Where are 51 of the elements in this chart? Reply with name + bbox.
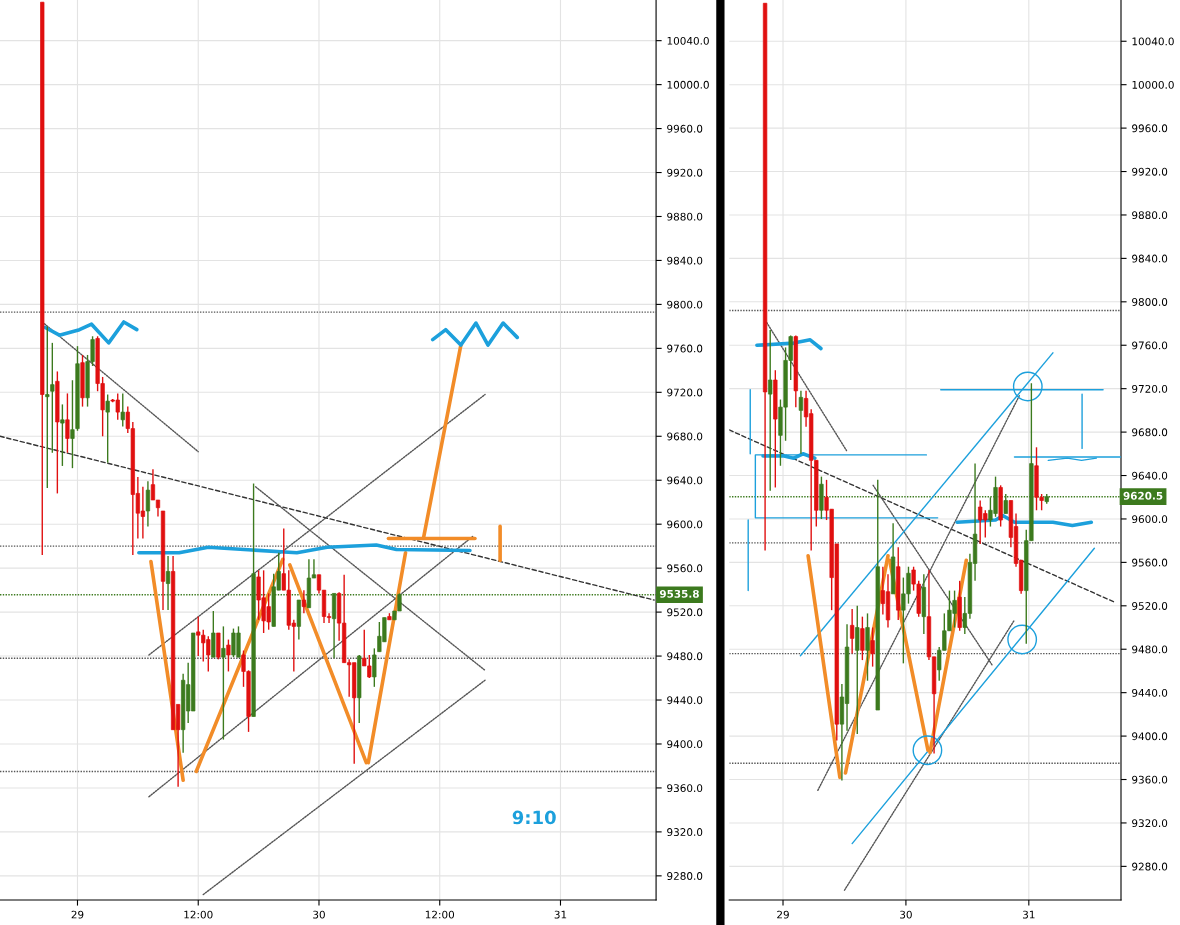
x-tick-label: 31: [1022, 910, 1035, 919]
y-tick-label: 9320.0: [1132, 819, 1168, 828]
y-tick-label: 9560.0: [667, 564, 703, 573]
y-tick-label: 9640.0: [1132, 471, 1168, 480]
y-tick-label: 9720.0: [1132, 384, 1168, 393]
y-tick-label: 9280.0: [667, 872, 703, 880]
y-tick-label: 10040.0: [667, 36, 709, 45]
y-tick-label: 9400.0: [667, 740, 703, 749]
annotation: 9:10: [512, 810, 556, 825]
x-tick-label: 30: [313, 910, 325, 919]
y-tick-label: 9600.0: [1132, 515, 1168, 524]
y-tick-label: 9560.0: [1132, 558, 1168, 567]
y-tick-label: 9600.0: [667, 520, 703, 529]
y-tick-label: 9800.0: [667, 300, 703, 309]
y-tick-label: 9880.0: [667, 212, 703, 221]
y-tick-label: 9400.0: [1132, 732, 1168, 741]
ref-line-label: 9620.5: [1123, 491, 1163, 500]
y-tick-label: 10000.0: [667, 80, 709, 89]
y-tick-label: 9880.0: [1132, 211, 1168, 220]
y-tick-label: 9520.0: [667, 608, 703, 617]
y-tick-label: 9960.0: [1132, 124, 1168, 133]
x-tick-label: 12:00: [184, 910, 213, 919]
x-tick-label: 12:00: [425, 910, 455, 919]
y-tick-label: 9280.0: [1132, 862, 1168, 871]
y-tick-label: 9360.0: [667, 784, 703, 793]
y-tick-label: 9920.0: [1132, 167, 1168, 176]
y-tick-label: 9360.0: [1132, 775, 1168, 784]
x-tick-label: 29: [71, 910, 84, 919]
y-tick-label: 9520.0: [1132, 602, 1168, 610]
y-tick-label: 9720.0: [667, 388, 703, 397]
y-tick-label: 9960.0: [667, 124, 703, 133]
x-tick-label: 30: [900, 910, 912, 919]
x-tick-label: 31: [554, 910, 567, 919]
y-tick-label: 9760.0: [667, 344, 703, 353]
y-tick-label: 9440.0: [1132, 688, 1168, 697]
y-tick-label: 9920.0: [667, 168, 703, 177]
y-tick-label: 9800.0: [1132, 298, 1168, 306]
y-tick-label: 9680.0: [667, 432, 703, 441]
y-tick-label: 9320.0: [667, 828, 703, 836]
y-tick-label: 9680.0: [1132, 428, 1168, 437]
ref-line-label: 9535.8: [659, 589, 699, 598]
y-tick-label: 10000.0: [1132, 80, 1174, 89]
y-tick-label: 10040.0: [1132, 37, 1174, 46]
y-tick-label: 9760.0: [1132, 341, 1168, 350]
y-tick-label: 9480.0: [667, 652, 703, 661]
y-tick-label: 9480.0: [1132, 645, 1168, 654]
y-tick-label: 9840.0: [667, 256, 703, 265]
y-tick-label: 9840.0: [1132, 254, 1168, 263]
y-tick-label: 9440.0: [667, 696, 703, 705]
x-tick-label: 29: [777, 910, 789, 919]
y-tick-label: 9640.0: [667, 476, 703, 485]
